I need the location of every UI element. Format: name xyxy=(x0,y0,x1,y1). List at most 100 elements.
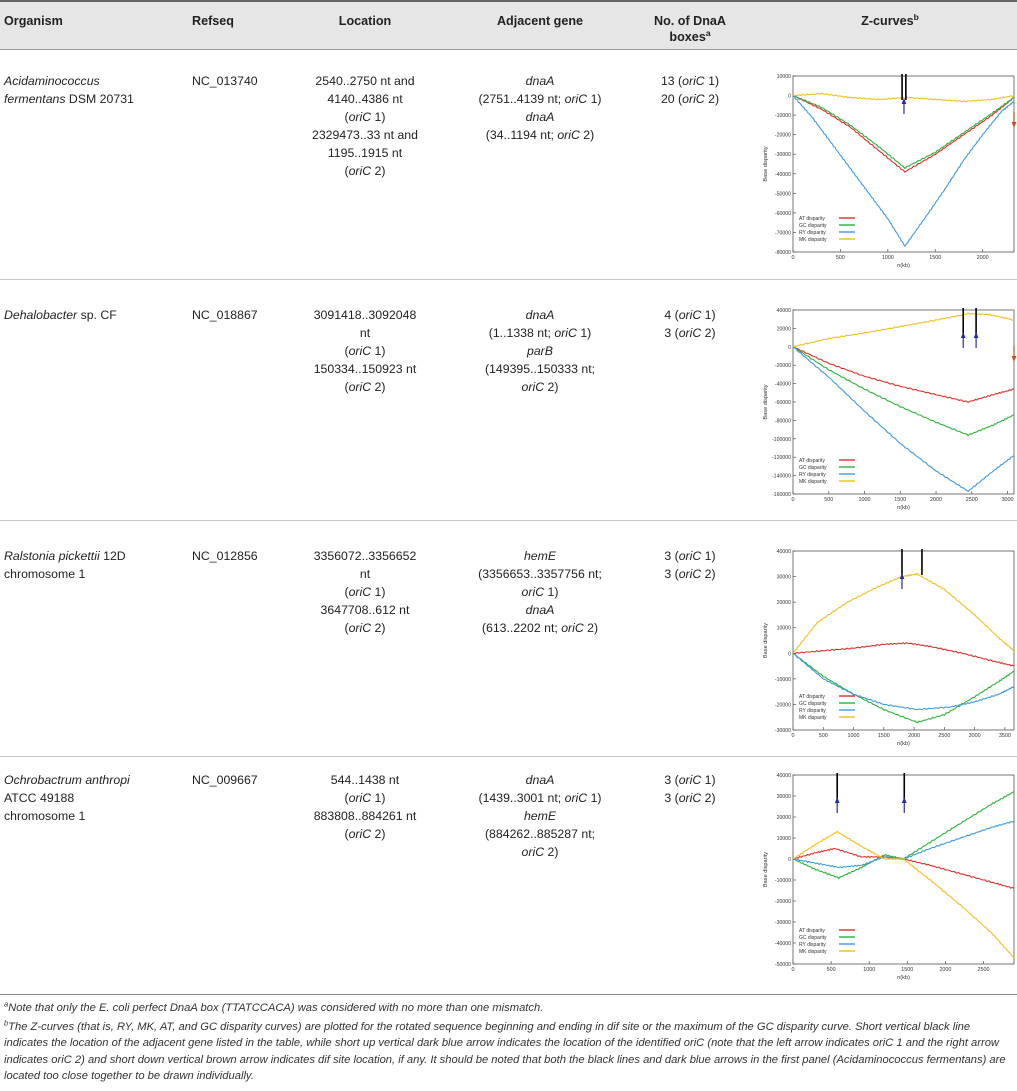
cell-line: hemE xyxy=(455,547,625,565)
dif-arrow-head xyxy=(1011,356,1017,362)
text-run: 2) xyxy=(371,621,386,635)
cell-location: 3091418..3092048 nt (oriC 1) 150334..150923… xyxy=(280,306,450,396)
footnote-b-text: The Z-curves (that is, RY, MK, AT, and G… xyxy=(4,1021,1006,1083)
plot-frame xyxy=(792,550,1015,731)
text-run: Dehalobacter xyxy=(4,308,78,322)
y-tick-label: 20000 xyxy=(777,600,792,606)
y-tick-label: -40000 xyxy=(775,382,791,388)
text-run: nt xyxy=(359,567,371,581)
cell-organism: Ochrobactrum anthropi ATCC 49188 chromosom… xyxy=(4,771,130,825)
text-run: 150334..150923 nt xyxy=(313,362,417,376)
series-line-3 xyxy=(792,346,1015,492)
cell-line: 3 (oriC 2) xyxy=(630,324,750,342)
text-run: 3 ( xyxy=(664,791,679,805)
cell-line: oriC 1) xyxy=(455,583,625,601)
y-axis-label: Base disparity xyxy=(763,852,769,887)
cell-line: (613..2202 nt; oriC 2) xyxy=(455,619,625,637)
y-tick-label: -70000 xyxy=(775,230,791,236)
text-run: chromosome 1 xyxy=(4,809,86,823)
cell-line: (oriC 2) xyxy=(280,619,450,637)
x-tick-label: 500 xyxy=(827,967,836,973)
cell-line: parB xyxy=(455,342,625,360)
text-run: 1) xyxy=(371,344,386,358)
x-axis-label: n(kb) xyxy=(897,505,910,511)
cell-line: 544..1438 nt xyxy=(280,771,450,789)
text-run: 1) xyxy=(371,585,386,599)
zcurve-svg: 400003000020000100000-10000-20000-30000-… xyxy=(763,773,1015,981)
table-header: Organism Refseq Location Adjacent gene N… xyxy=(0,0,1017,50)
text-run: dnaA xyxy=(525,110,555,124)
text-run: ( xyxy=(344,164,349,178)
text-run: oriC xyxy=(348,827,372,841)
zcurve-svg: 100000-10000-20000-30000-40000-50000-600… xyxy=(763,74,1017,269)
y-tick-label: 10000 xyxy=(777,626,792,632)
text-run: 1) xyxy=(701,773,716,787)
text-run: oriC xyxy=(348,110,372,124)
y-axis-label: Base disparity xyxy=(763,384,769,419)
text-run: 544..1438 nt xyxy=(330,773,400,787)
series-line-1 xyxy=(792,642,1015,667)
legend-label: GC disparity xyxy=(799,223,827,229)
text-run: 2) xyxy=(704,92,720,106)
y-tick-label: -120000 xyxy=(772,455,791,461)
text-run: 2) xyxy=(701,326,716,340)
text-run: (2751..4139 nt; xyxy=(478,92,565,106)
x-tick-label: 2500 xyxy=(966,497,978,503)
y-tick-label: -40000 xyxy=(775,172,791,178)
x-tick-label: 0 xyxy=(792,497,795,503)
y-axis-label: Base disparity xyxy=(763,146,769,181)
y-tick-label: -50000 xyxy=(775,962,791,968)
text-run: oriC xyxy=(678,791,702,805)
text-run: 1) xyxy=(704,74,720,88)
oric-arrow-head xyxy=(973,332,979,338)
header-location: Location xyxy=(338,14,392,28)
cell-line: 3091418..3092048 xyxy=(280,306,450,324)
cell-location: 544..1438 nt (oriC 1) 883808..884261 nt (or… xyxy=(280,771,450,843)
legend-label: AT disparity xyxy=(799,216,825,222)
x-tick-label: 3000 xyxy=(969,733,981,739)
text-run: parB xyxy=(527,344,553,358)
cell-line: (1439..3001 nt; oriC 1) xyxy=(455,789,625,807)
header-zcurves-label: Z-curves xyxy=(861,14,914,28)
text-run: 3356072..3356652 xyxy=(313,549,417,563)
zcurve-chart-1: 10000 0 -10000 -20000 -30000 -40000 -50000 -600… xyxy=(760,72,1017,272)
cell-line: 20 (oriC 2) xyxy=(630,90,750,108)
cell-dnaa-boxes: 3 (oriC 1) 3 (oriC 2) xyxy=(630,771,750,807)
cell-line: dnaA xyxy=(455,72,625,90)
y-tick-label: 0 xyxy=(788,651,791,657)
oric-arrow-head xyxy=(901,797,907,803)
x-tick-label: 2000 xyxy=(977,255,989,261)
text-run: 3647708..612 nt xyxy=(320,603,410,617)
text-run: chromosome 1 xyxy=(4,567,86,581)
text-run: (3356653..3357756 nt; xyxy=(478,567,602,581)
header-zcurves: Z-curvesb xyxy=(790,13,990,29)
text-run: 1) xyxy=(576,326,592,340)
text-run: 1) xyxy=(544,585,559,599)
dif-arrow-head xyxy=(1011,122,1017,128)
cell-line: 883808..884261 nt xyxy=(280,807,450,825)
cell-line: 2329473..33 nt and xyxy=(280,126,450,144)
header-dnaa-line2: boxes xyxy=(669,30,706,44)
table-row: Ralstonia pickettii 12D chromosome 1 NC_0… xyxy=(0,521,1017,757)
text-run: oriC xyxy=(348,621,372,635)
y-tick-label: -80000 xyxy=(775,418,791,424)
y-tick-label: -20000 xyxy=(775,363,791,369)
cell-line: (oriC 1) xyxy=(280,583,450,601)
cell-line: fermentans DSM 20731 xyxy=(4,90,134,108)
text-run: dnaA xyxy=(525,74,555,88)
text-run: (1..1338 nt; xyxy=(488,326,555,340)
y-tick-label: 20000 xyxy=(777,815,792,821)
x-tick-label: 500 xyxy=(819,733,828,739)
text-run: oriC xyxy=(557,128,580,142)
cell-refseq: NC_012856 xyxy=(192,549,258,563)
y-tick-label: 40000 xyxy=(777,308,792,314)
text-run: Ralstonia pickettii xyxy=(4,549,100,563)
text-run: dnaA xyxy=(525,773,555,787)
text-run: DSM 20731 xyxy=(65,92,134,106)
cell-line: 3356072..3356652 xyxy=(280,547,450,565)
cell-adjacent-gene: hemE (3356653..3357756 nt; oriC 1) dnaA (613… xyxy=(455,547,625,637)
table-row: Ochrobactrum anthropi ATCC 49188 chromosom… xyxy=(0,757,1017,987)
cell-adjacent-gene: dnaA (1..1338 nt; oriC 1) parB (149395..150… xyxy=(455,306,625,396)
footnote-b-ref: b xyxy=(913,11,919,22)
x-tick-label: 0 xyxy=(792,967,795,973)
